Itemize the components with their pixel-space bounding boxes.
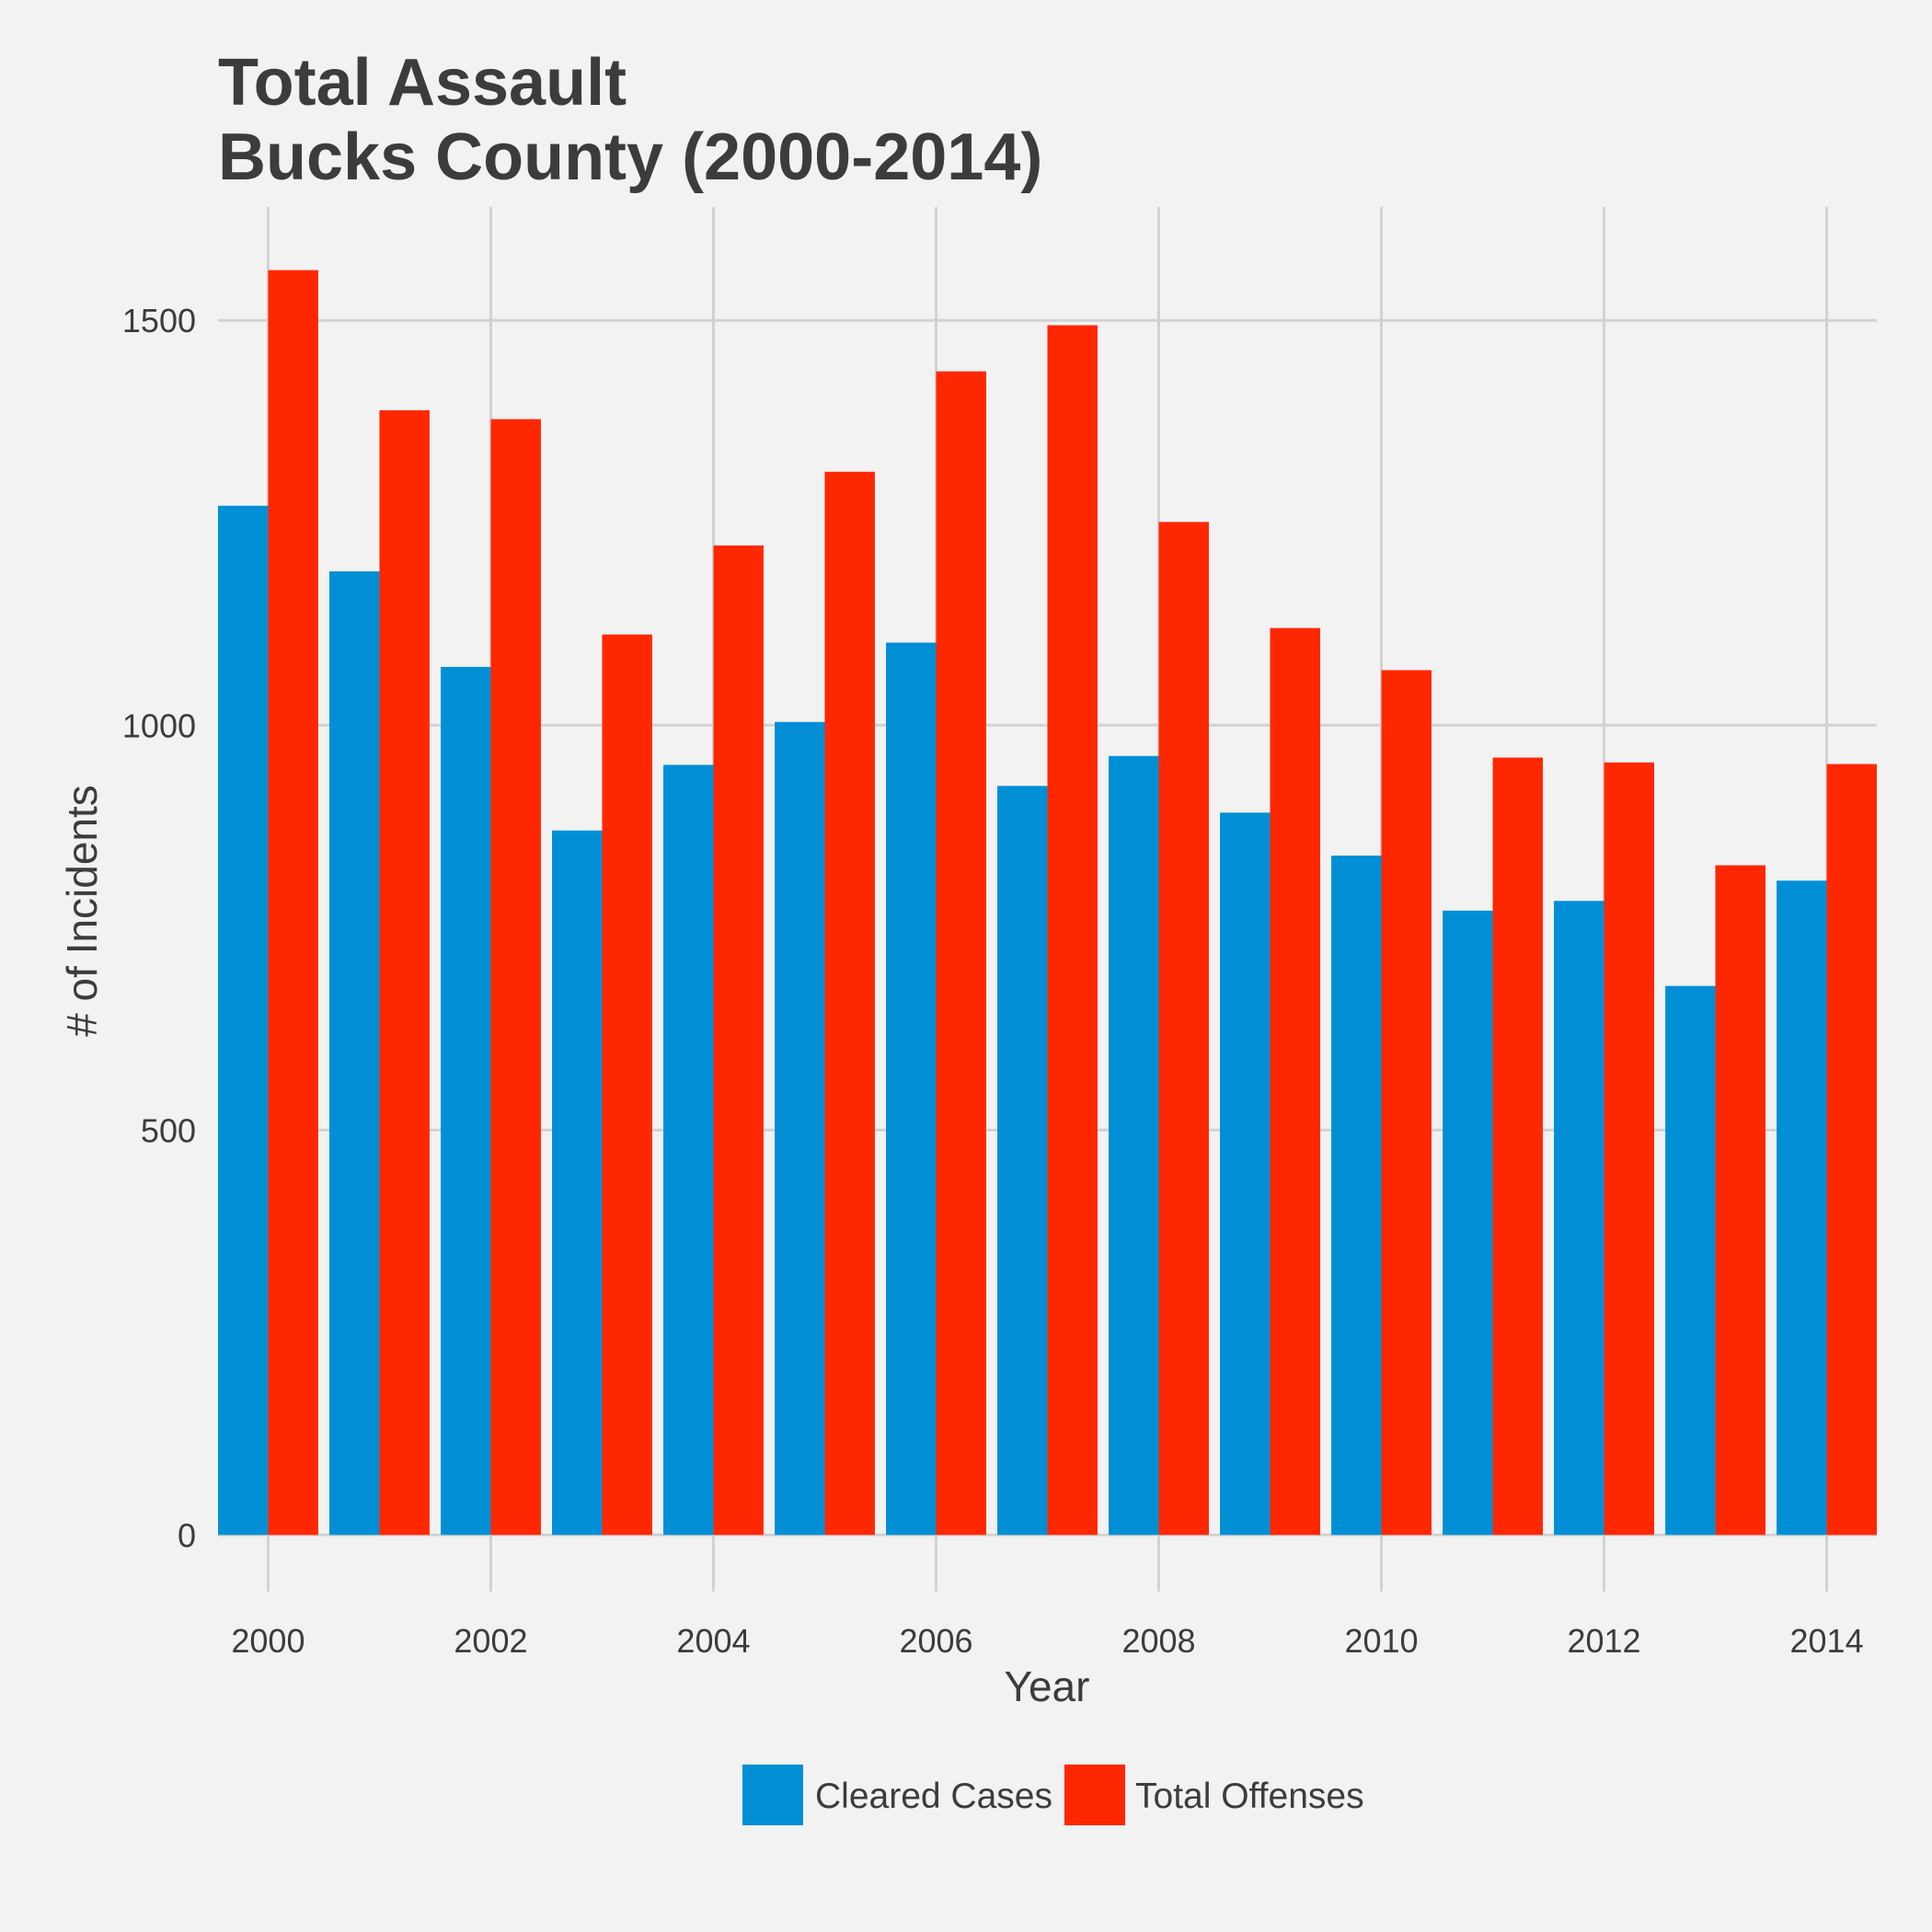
bar-cleared-cases-2007 (997, 786, 1048, 1535)
bar-total-offenses-2004 (713, 545, 764, 1535)
x-tick-label: 2000 (231, 1622, 305, 1660)
y-tick-label: 500 (141, 1111, 196, 1149)
bar-total-offenses-2003 (602, 634, 652, 1535)
bar-cleared-cases-2003 (552, 830, 603, 1535)
bar-total-offenses-2006 (936, 371, 986, 1535)
bar-total-offenses-2002 (490, 419, 541, 1535)
bar-cleared-cases-2004 (663, 765, 714, 1535)
bar-total-offenses-2009 (1270, 627, 1320, 1535)
y-axis-ticks: 0 500 1000 1500 (122, 302, 196, 1554)
legend: Cleared Cases Total Offenses (742, 1765, 1364, 1825)
bar-total-offenses-2014 (1826, 764, 1877, 1535)
bar-total-offenses-2012 (1604, 762, 1654, 1535)
bar-total-offenses-2008 (1158, 522, 1209, 1535)
x-tick-label: 2012 (1567, 1622, 1640, 1660)
x-tick-label: 2008 (1121, 1622, 1195, 1660)
chart-title-line-1: Total Assault (218, 46, 627, 120)
bar-total-offenses-2005 (824, 471, 875, 1535)
y-tick-label: 1000 (122, 707, 196, 744)
y-tick-label: 0 (178, 1516, 196, 1554)
x-tick-label: 2010 (1344, 1622, 1418, 1660)
bar-cleared-cases-2008 (1109, 755, 1159, 1535)
bar-cleared-cases-2001 (329, 571, 380, 1535)
bar-total-offenses-2013 (1715, 865, 1765, 1535)
bar-cleared-cases-2006 (886, 642, 937, 1535)
x-tick-label: 2014 (1790, 1622, 1864, 1660)
bar-cleared-cases-2013 (1665, 985, 1716, 1535)
bar-cleared-cases-2012 (1554, 901, 1604, 1535)
legend-label-cleared-cases: Cleared Cases (815, 1777, 1052, 1816)
legend-label-total-offenses: Total Offenses (1135, 1777, 1364, 1816)
bar-total-offenses-2007 (1047, 325, 1098, 1535)
y-tick-label: 1500 (122, 302, 196, 339)
bars (218, 270, 1877, 1535)
bar-total-offenses-2000 (268, 270, 318, 1535)
x-tick-label: 2006 (899, 1622, 972, 1660)
bar-cleared-cases-2009 (1220, 812, 1271, 1535)
y-axis-title: # of Incidents (58, 785, 106, 1037)
bar-cleared-cases-2010 (1331, 855, 1382, 1535)
x-tick-label: 2004 (676, 1622, 750, 1660)
bar-cleared-cases-2000 (218, 505, 269, 1535)
bar-total-offenses-2010 (1381, 670, 1432, 1535)
bar-cleared-cases-2014 (1777, 880, 1827, 1535)
chart-title-line-2: Bucks County (2000-2014) (218, 121, 1042, 194)
x-axis-title: Year (1005, 1662, 1090, 1710)
bar-cleared-cases-2011 (1443, 910, 1493, 1535)
bar-cleared-cases-2002 (441, 666, 491, 1535)
bar-total-offenses-2011 (1492, 757, 1543, 1535)
x-axis-ticks: 2000 2002 2004 2006 2008 2010 2012 2014 (231, 1622, 1863, 1660)
bar-cleared-cases-2005 (775, 721, 825, 1535)
legend-swatch-total-offenses (1064, 1765, 1125, 1825)
x-tick-label: 2002 (454, 1622, 527, 1660)
legend-swatch-cleared-cases (742, 1765, 803, 1825)
bar-total-offenses-2001 (379, 409, 430, 1535)
